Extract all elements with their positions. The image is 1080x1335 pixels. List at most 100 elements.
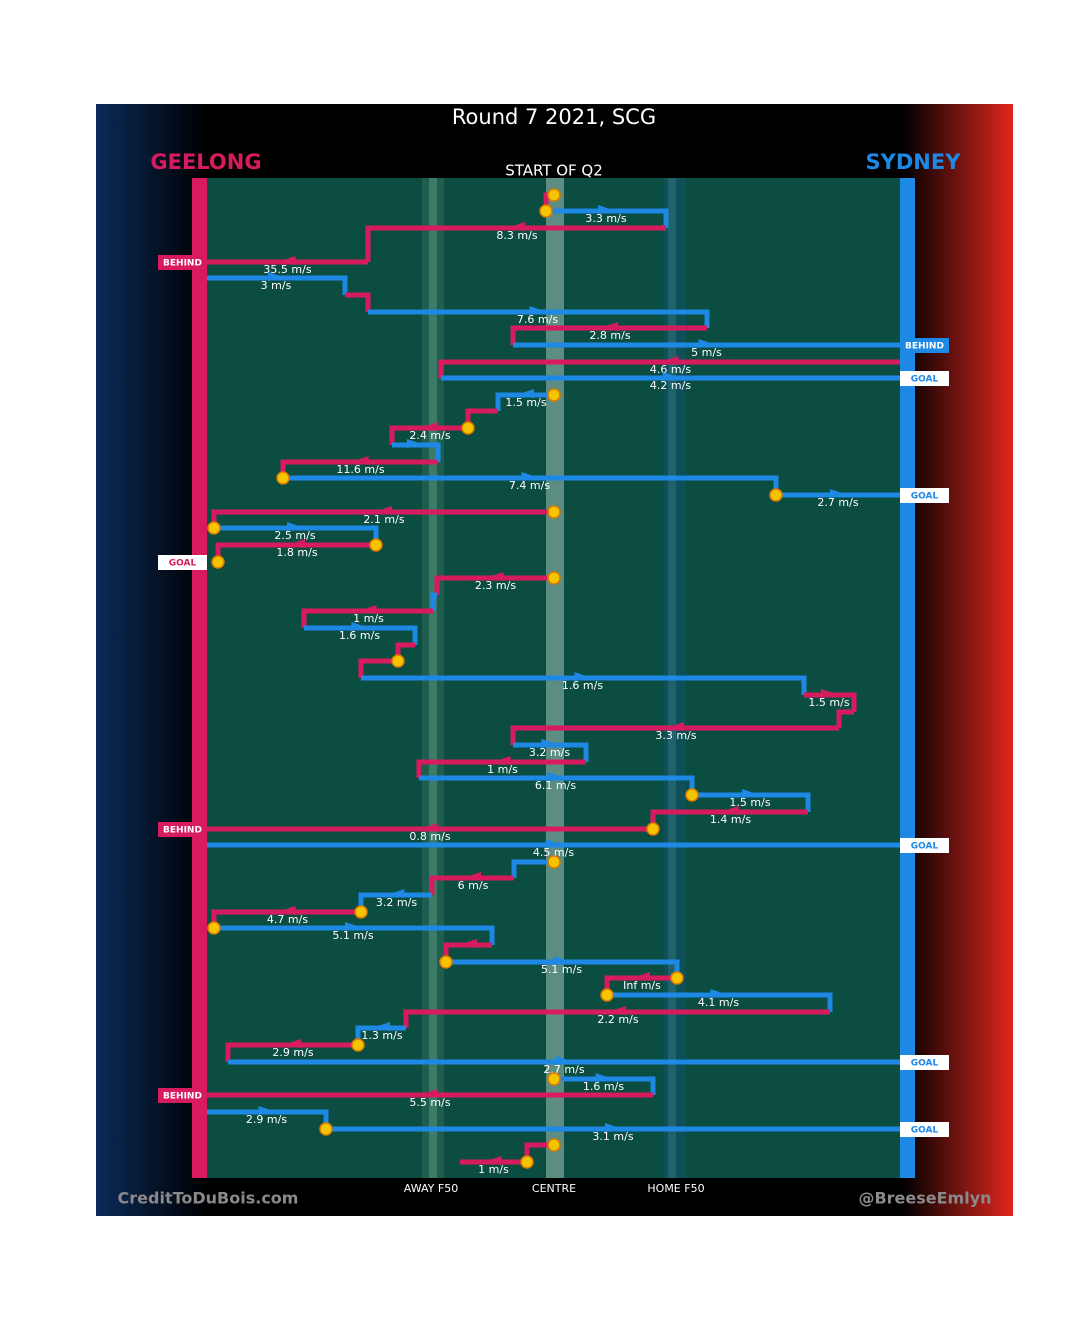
kick-path [365,225,666,262]
possession-marker [646,822,660,836]
kick-arrow [407,439,425,448]
kick-arrow [710,989,729,998]
kick-path [358,658,398,678]
kick-arrow [351,622,370,631]
credit: CreditToDuBois.com [118,1189,299,1208]
speed-label: 1 m/s [478,1163,509,1176]
kick-arrow [287,522,305,531]
kick-path [361,675,807,695]
kick-arrow [374,506,392,515]
kick-arrow [830,489,848,498]
outcome-label: BEHIND [905,342,944,352]
outcome-label: BEHIND [163,259,202,269]
kick-arrow [420,1089,438,1098]
outcome-badge [900,838,949,853]
speed-label: 1.6 m/s [339,629,380,642]
kick-arrow [666,722,684,731]
speed-label: 2.7 m/s [817,496,858,509]
kick-path [438,359,900,378]
kick-arrow [507,222,525,231]
possession-marker [600,988,614,1002]
possession-marker [207,921,221,935]
speed-label: 3.3 m/s [585,212,626,225]
kick-path [692,792,811,812]
possession-marker [547,1138,561,1152]
speed-label: 1.6 m/s [583,1080,624,1093]
speed-label: 4.1 m/s [698,996,739,1009]
kick-path [607,992,833,1012]
outcome-badge [900,338,949,353]
outcome-label: GOAL [169,559,197,569]
kick-arrow [660,356,679,365]
possession-marker [211,555,225,569]
kick-arrow [556,1056,574,1065]
possession-marker [670,971,684,985]
kick-path [429,875,514,895]
speed-label: 1.8 m/s [276,546,317,559]
outcome-label: GOAL [911,842,939,852]
speed-label: 4.7 m/s [267,913,308,926]
kick-arrow [485,572,504,581]
geelong-goal-line [192,178,207,1178]
speed-label: 1.4 m/s [710,813,751,826]
speed-label: 7.6 m/s [517,313,558,326]
speed-label: 2.3 m/s [475,579,516,592]
speed-label: 5 m/s [691,346,722,359]
home-team: GEELONG [150,150,261,174]
kick-arrow [662,372,681,381]
speed-label: 0.8 m/s [409,830,450,843]
possession-marker [547,188,561,202]
speed-label: 1.6 m/s [562,679,603,692]
outcome-badge [158,555,207,570]
kick-arrow [350,456,369,465]
kick-arrow [547,772,566,781]
sydney-goal-line [900,178,915,1178]
kick-arrow [463,872,481,881]
speed-label: 2.2 m/s [597,1013,638,1026]
speed-label: 4.6 m/s [650,363,691,376]
speed-label: 7.4 m/s [509,479,550,492]
speed-label: 3.3 m/s [655,729,696,742]
kick-arrow [345,922,363,931]
possession-marker [685,788,699,802]
outcome-label: GOAL [911,1126,939,1136]
kick-path [510,325,707,345]
kick-arrow [420,823,438,832]
speed-label: 3.2 m/s [376,896,417,909]
kick-arrow [608,1006,626,1015]
kick-path [368,309,710,328]
speed-label: Inf m/s [623,979,661,992]
kick-path [345,292,371,312]
outcome-label: BEHIND [163,1092,202,1102]
speed-label: 1 m/s [487,763,518,776]
outcome-badge [158,822,207,837]
kick-arrow [492,756,511,765]
kick-path [804,692,857,712]
zone-label: HOME F50 [647,1182,704,1195]
kick-arrow [420,422,438,431]
speed-label: 5.5 m/s [409,1096,450,1109]
kick-arrow [459,939,477,948]
kick-path [836,709,854,728]
outcome-badge [900,1055,949,1070]
kick-arrow [268,272,286,281]
kick-arrow [545,839,564,848]
outcome-badge [900,1122,949,1137]
kick-path [495,392,554,411]
possession-marker [351,1038,365,1052]
speed-label: 5.1 m/s [332,929,373,942]
kick-path [225,1042,358,1062]
kick-path [546,208,669,228]
kick-path [403,1009,830,1028]
kick-arrow [372,1022,390,1031]
speed-label: 1.5 m/s [729,796,770,809]
speed-label: 4.2 m/s [650,379,691,392]
outcome-badge [158,255,207,270]
kick-arrow [698,339,717,348]
possession-marker [547,571,561,585]
kick-path [430,592,437,611]
speed-label: 6 m/s [458,879,489,892]
kick-arrow [483,1156,502,1165]
